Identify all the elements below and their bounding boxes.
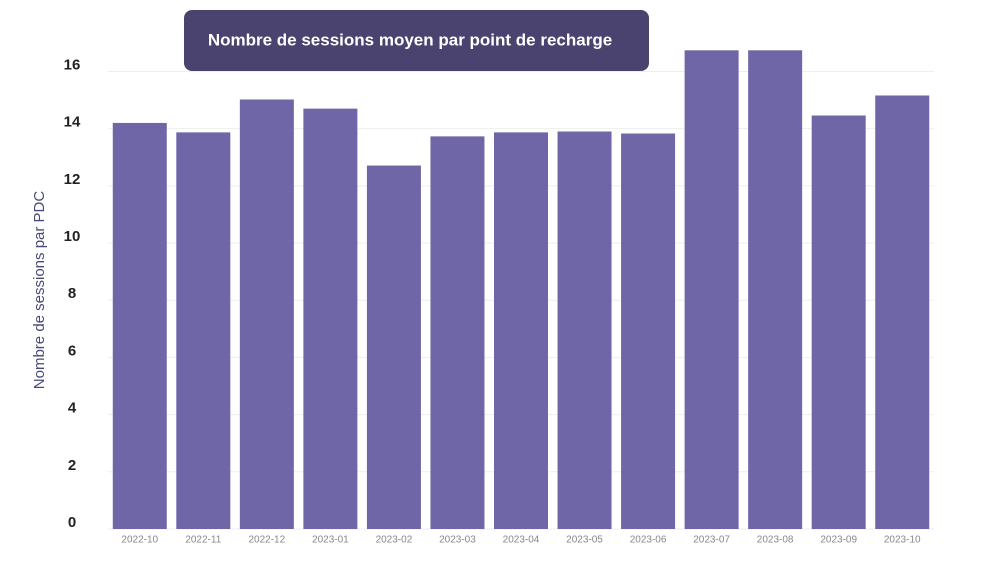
bar [811,115,866,529]
x-tick-label: 2023-05 [566,535,603,546]
bar [875,95,930,529]
bar [176,132,231,529]
bar [621,133,676,529]
y-tick-label: 8 [68,285,76,302]
y-tick-label: 4 [68,400,77,417]
x-tick-label: 2023-02 [376,535,413,546]
x-tick-label: 2022-10 [121,535,158,546]
bar [430,136,485,529]
y-tick-label: 14 [64,114,81,131]
y-tick-label: 10 [64,228,81,245]
title-box [184,10,649,71]
y-tick-label: 2 [68,457,76,474]
y-tick-label: 6 [68,342,76,359]
x-tick-label: 2023-10 [884,535,921,546]
bar [366,165,421,530]
x-tick-label: 2023-06 [630,535,667,546]
x-tick-label: 2023-03 [439,535,476,546]
x-tick-label: 2023-09 [820,535,857,546]
y-tick-label: 0 [68,514,76,531]
x-tick-label: 2023-01 [312,535,349,546]
x-tick-label: 2023-08 [757,535,794,546]
bar [684,50,739,529]
bar [303,108,358,529]
y-tick-label: 16 [64,56,81,73]
bar [112,122,167,530]
bar [748,50,803,529]
x-tick-label: 2022-12 [248,535,285,546]
x-tick-label: 2023-07 [693,535,730,546]
x-tick-label: 2022-11 [185,535,221,546]
bar [557,131,612,529]
bar [493,132,549,529]
bar [239,99,294,529]
y-axis-label: Nombre de sessions par PDC [31,191,48,390]
chart-title: Nombre de sessions moyen par point de re… [208,30,612,49]
y-tick-label: 12 [64,171,81,188]
x-tick-label: 2023-04 [503,535,540,546]
